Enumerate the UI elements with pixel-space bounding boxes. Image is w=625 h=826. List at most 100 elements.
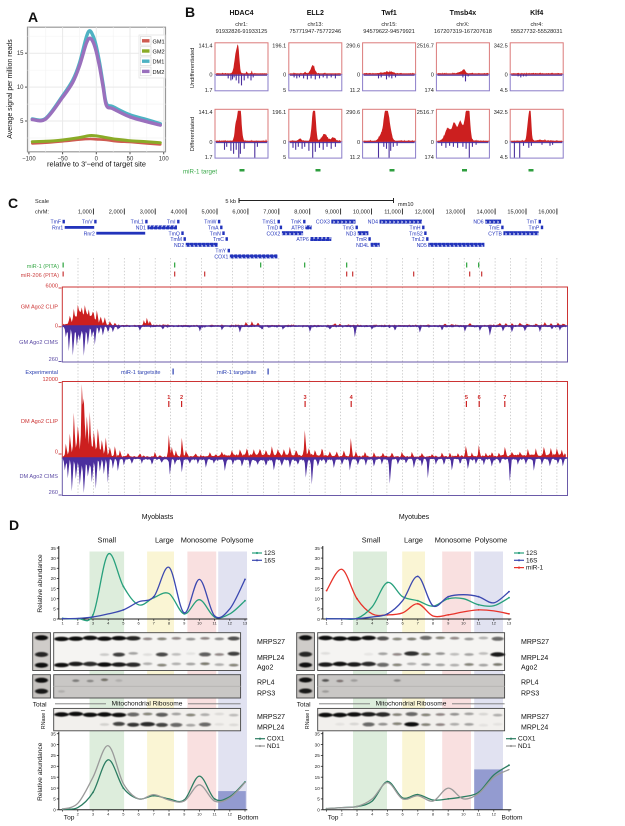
- svg-text:Ago2: Ago2: [521, 665, 537, 672]
- svg-text:100: 100: [159, 156, 170, 162]
- svg-text:3: 3: [304, 395, 307, 401]
- svg-text:TmP: TmP: [529, 226, 540, 232]
- svg-text:2: 2: [180, 395, 183, 401]
- svg-text:5: 5: [465, 395, 468, 401]
- svg-text:0: 0: [505, 72, 508, 78]
- svg-text:2,000: 2,000: [109, 210, 123, 216]
- svg-text:Myoblasts: Myoblasts: [142, 514, 174, 521]
- svg-text:9: 9: [183, 811, 186, 816]
- svg-text:12S: 12S: [264, 550, 275, 557]
- svg-text:7: 7: [153, 811, 156, 816]
- svg-text:30: 30: [315, 556, 321, 561]
- svg-text:2: 2: [77, 621, 80, 626]
- svg-text:CYTB: CYTB: [488, 231, 502, 237]
- svg-text:MRPS27: MRPS27: [521, 714, 549, 721]
- svg-text:7: 7: [503, 395, 506, 401]
- svg-text:35: 35: [315, 732, 321, 737]
- svg-text:10: 10: [197, 811, 202, 816]
- svg-text:TmT: TmT: [527, 220, 537, 226]
- svg-text:TmE: TmE: [489, 226, 500, 232]
- svg-text:TmY: TmY: [215, 249, 226, 255]
- svg-text:Twf1: Twf1: [381, 10, 397, 17]
- svg-text:12: 12: [492, 621, 497, 626]
- svg-text:12: 12: [228, 621, 233, 626]
- svg-text:16S: 16S: [264, 557, 275, 564]
- svg-text:11.2: 11.2: [350, 155, 360, 161]
- svg-text:TmK: TmK: [291, 220, 302, 226]
- svg-text:ND6: ND6: [473, 220, 483, 226]
- svg-text:10,000: 10,000: [353, 210, 370, 216]
- svg-text:0: 0: [357, 72, 360, 78]
- svg-text:30: 30: [315, 742, 321, 747]
- svg-text:15: 15: [315, 775, 321, 780]
- svg-text:12,000: 12,000: [415, 210, 432, 216]
- svg-text:mm10: mm10: [398, 202, 414, 208]
- svg-text:260: 260: [49, 490, 58, 496]
- svg-text:5 kb: 5 kb: [225, 199, 236, 205]
- svg-text:A: A: [28, 9, 38, 25]
- svg-text:1.7: 1.7: [205, 155, 213, 161]
- svg-text:12000: 12000: [42, 377, 58, 383]
- svg-text:13: 13: [507, 621, 512, 626]
- svg-text:Average signal per million rea: Average signal per million reads: [7, 39, 14, 139]
- svg-text:7: 7: [153, 621, 156, 626]
- svg-text:10: 10: [17, 85, 24, 91]
- svg-text:0: 0: [283, 140, 286, 146]
- svg-text:16,000: 16,000: [538, 210, 555, 216]
- svg-text:Small: Small: [98, 536, 117, 545]
- svg-text:6: 6: [137, 811, 140, 816]
- svg-text:4,000: 4,000: [171, 210, 185, 216]
- svg-text:ND3: ND3: [346, 231, 356, 237]
- svg-text:0: 0: [357, 140, 360, 146]
- svg-text:2: 2: [77, 811, 80, 816]
- svg-text:30: 30: [51, 556, 57, 561]
- svg-text:chrX:: chrX:: [456, 22, 470, 28]
- svg-text:6,000: 6,000: [232, 210, 246, 216]
- svg-text:RNase I: RNase I: [41, 710, 47, 729]
- svg-text:TmA: TmA: [208, 226, 219, 232]
- svg-text:Klf4: Klf4: [530, 10, 543, 17]
- svg-text:7: 7: [417, 811, 420, 816]
- svg-text:2516.7: 2516.7: [417, 110, 434, 116]
- svg-text:0: 0: [53, 617, 56, 622]
- svg-text:−100: −100: [22, 156, 36, 162]
- svg-text:0: 0: [317, 617, 320, 622]
- svg-text:7,000: 7,000: [263, 210, 277, 216]
- svg-text:1,000: 1,000: [78, 210, 92, 216]
- svg-text:1: 1: [167, 395, 170, 401]
- svg-text:2516.7: 2516.7: [417, 43, 434, 49]
- svg-text:10: 10: [461, 811, 466, 816]
- svg-text:15: 15: [51, 775, 57, 780]
- svg-text:35: 35: [315, 546, 321, 551]
- svg-text:290.6: 290.6: [346, 110, 360, 116]
- svg-text:TmC: TmC: [213, 237, 224, 243]
- svg-text:Scale: Scale: [35, 199, 49, 205]
- svg-text:COX1: COX1: [518, 736, 536, 743]
- svg-text:Monosome: Monosome: [435, 536, 472, 545]
- svg-text:25: 25: [51, 753, 57, 758]
- svg-text:167207319-167207618: 167207319-167207618: [434, 29, 492, 35]
- svg-text:5: 5: [20, 119, 24, 125]
- svg-text:chr13:: chr13:: [308, 22, 324, 28]
- svg-text:5,000: 5,000: [202, 210, 216, 216]
- svg-text:35: 35: [51, 546, 57, 551]
- svg-text:Relative abundance: Relative abundance: [37, 554, 44, 613]
- svg-text:55527732-55528031: 55527732-55528031: [511, 29, 563, 35]
- svg-text:94579622-94579921: 94579622-94579921: [363, 29, 415, 35]
- svg-text:TmH: TmH: [410, 226, 421, 232]
- svg-text:TmS1: TmS1: [262, 220, 276, 226]
- svg-text:4: 4: [371, 621, 374, 626]
- svg-text:−50: −50: [58, 156, 69, 162]
- svg-text:1: 1: [61, 621, 64, 626]
- svg-text:TmS2: TmS2: [409, 231, 423, 237]
- svg-text:RNase I: RNase I: [305, 710, 311, 729]
- svg-text:ND1: ND1: [267, 743, 280, 750]
- svg-text:35: 35: [51, 732, 57, 737]
- svg-text:0: 0: [95, 156, 99, 162]
- svg-text:4: 4: [371, 811, 374, 816]
- svg-text:9: 9: [447, 811, 450, 816]
- svg-text:Rnr2: Rnr2: [84, 231, 95, 237]
- svg-text:5: 5: [53, 797, 56, 802]
- svg-text:GM2: GM2: [153, 50, 165, 56]
- svg-text:ND1: ND1: [518, 743, 531, 750]
